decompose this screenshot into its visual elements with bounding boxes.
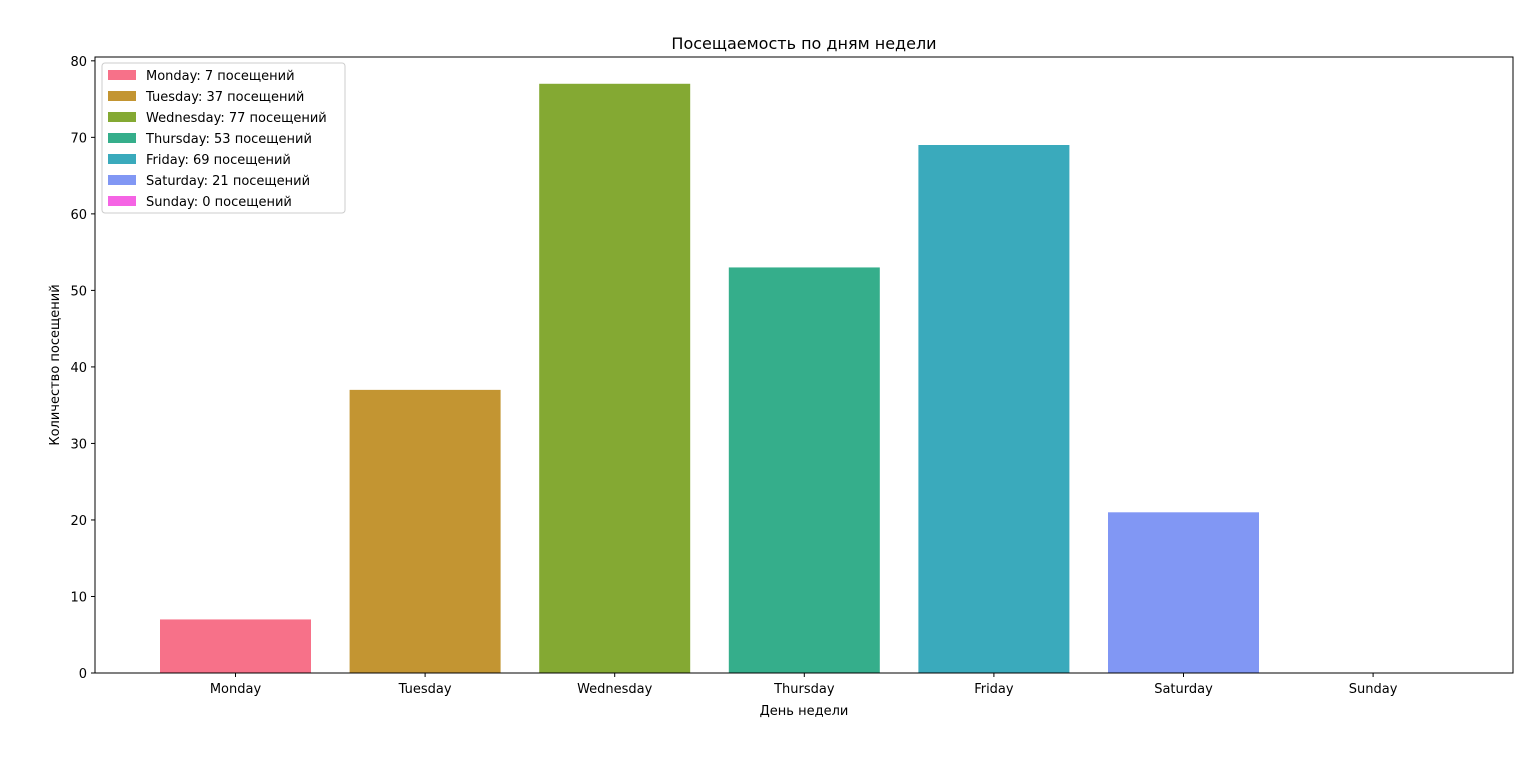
bar-tuesday bbox=[349, 389, 501, 673]
legend-entry: Wednesday: 77 посещений bbox=[146, 111, 327, 126]
bar-monday bbox=[160, 619, 311, 673]
legend-entry: Monday: 7 посещений bbox=[146, 69, 295, 84]
x-tick-label-thursday: Thursday bbox=[773, 682, 835, 697]
x-tick-label-tuesday: Tuesday bbox=[398, 682, 452, 697]
y-tick-label: 80 bbox=[70, 55, 87, 70]
legend-swatch bbox=[108, 91, 136, 101]
chart-title: Посещаемость по дням недели bbox=[671, 34, 936, 53]
legend-entry: Sunday: 0 посещений bbox=[146, 195, 292, 210]
x-axis: Monday Tuesday Wednesday Thursday Friday Satu… bbox=[210, 673, 1398, 697]
x-tick-label-saturday: Saturday bbox=[1154, 682, 1213, 697]
y-tick-label: 0 bbox=[79, 667, 87, 682]
legend-entry: Friday: 69 посещений bbox=[146, 153, 291, 168]
bar-thursday bbox=[728, 267, 880, 673]
x-tick-label-monday: Monday bbox=[210, 682, 262, 697]
legend-swatch bbox=[108, 154, 136, 164]
y-tick-label: 20 bbox=[70, 514, 87, 529]
x-tick-label-sunday: Sunday bbox=[1349, 682, 1398, 697]
legend-box bbox=[101, 62, 346, 214]
y-tick-label: 70 bbox=[70, 131, 87, 146]
y-axis-label: Количество посещений bbox=[48, 284, 63, 445]
y-tick-label: 50 bbox=[70, 284, 87, 299]
legend-swatch bbox=[108, 133, 136, 143]
y-tick-label: 40 bbox=[70, 361, 87, 376]
legend-entry: Saturday: 21 посещений bbox=[146, 174, 310, 189]
legend-swatch bbox=[108, 175, 136, 185]
bars-layer bbox=[160, 83, 1259, 674]
legend: Monday: 7 посещений Tuesday: 37 посещений… bbox=[101, 62, 346, 214]
y-tick-label: 10 bbox=[70, 590, 87, 605]
y-axis: 0 10 20 30 40 50 60 70 80 bbox=[70, 55, 95, 682]
y-tick-label: 60 bbox=[70, 208, 87, 223]
bar-saturday bbox=[1108, 512, 1259, 673]
x-tick-label-friday: Friday bbox=[974, 682, 1014, 697]
legend-entry: Thursday: 53 посещений bbox=[145, 132, 312, 147]
legend-entry: Tuesday: 37 посещений bbox=[145, 90, 304, 105]
bar-wednesday bbox=[539, 83, 691, 674]
legend-swatch bbox=[108, 196, 136, 206]
x-axis-label: День недели bbox=[760, 704, 849, 719]
legend-swatch bbox=[108, 70, 136, 80]
bar-friday bbox=[918, 145, 1070, 673]
y-tick-label: 30 bbox=[70, 437, 87, 452]
x-tick-label-wednesday: Wednesday bbox=[577, 682, 653, 697]
legend-swatch bbox=[108, 112, 136, 122]
